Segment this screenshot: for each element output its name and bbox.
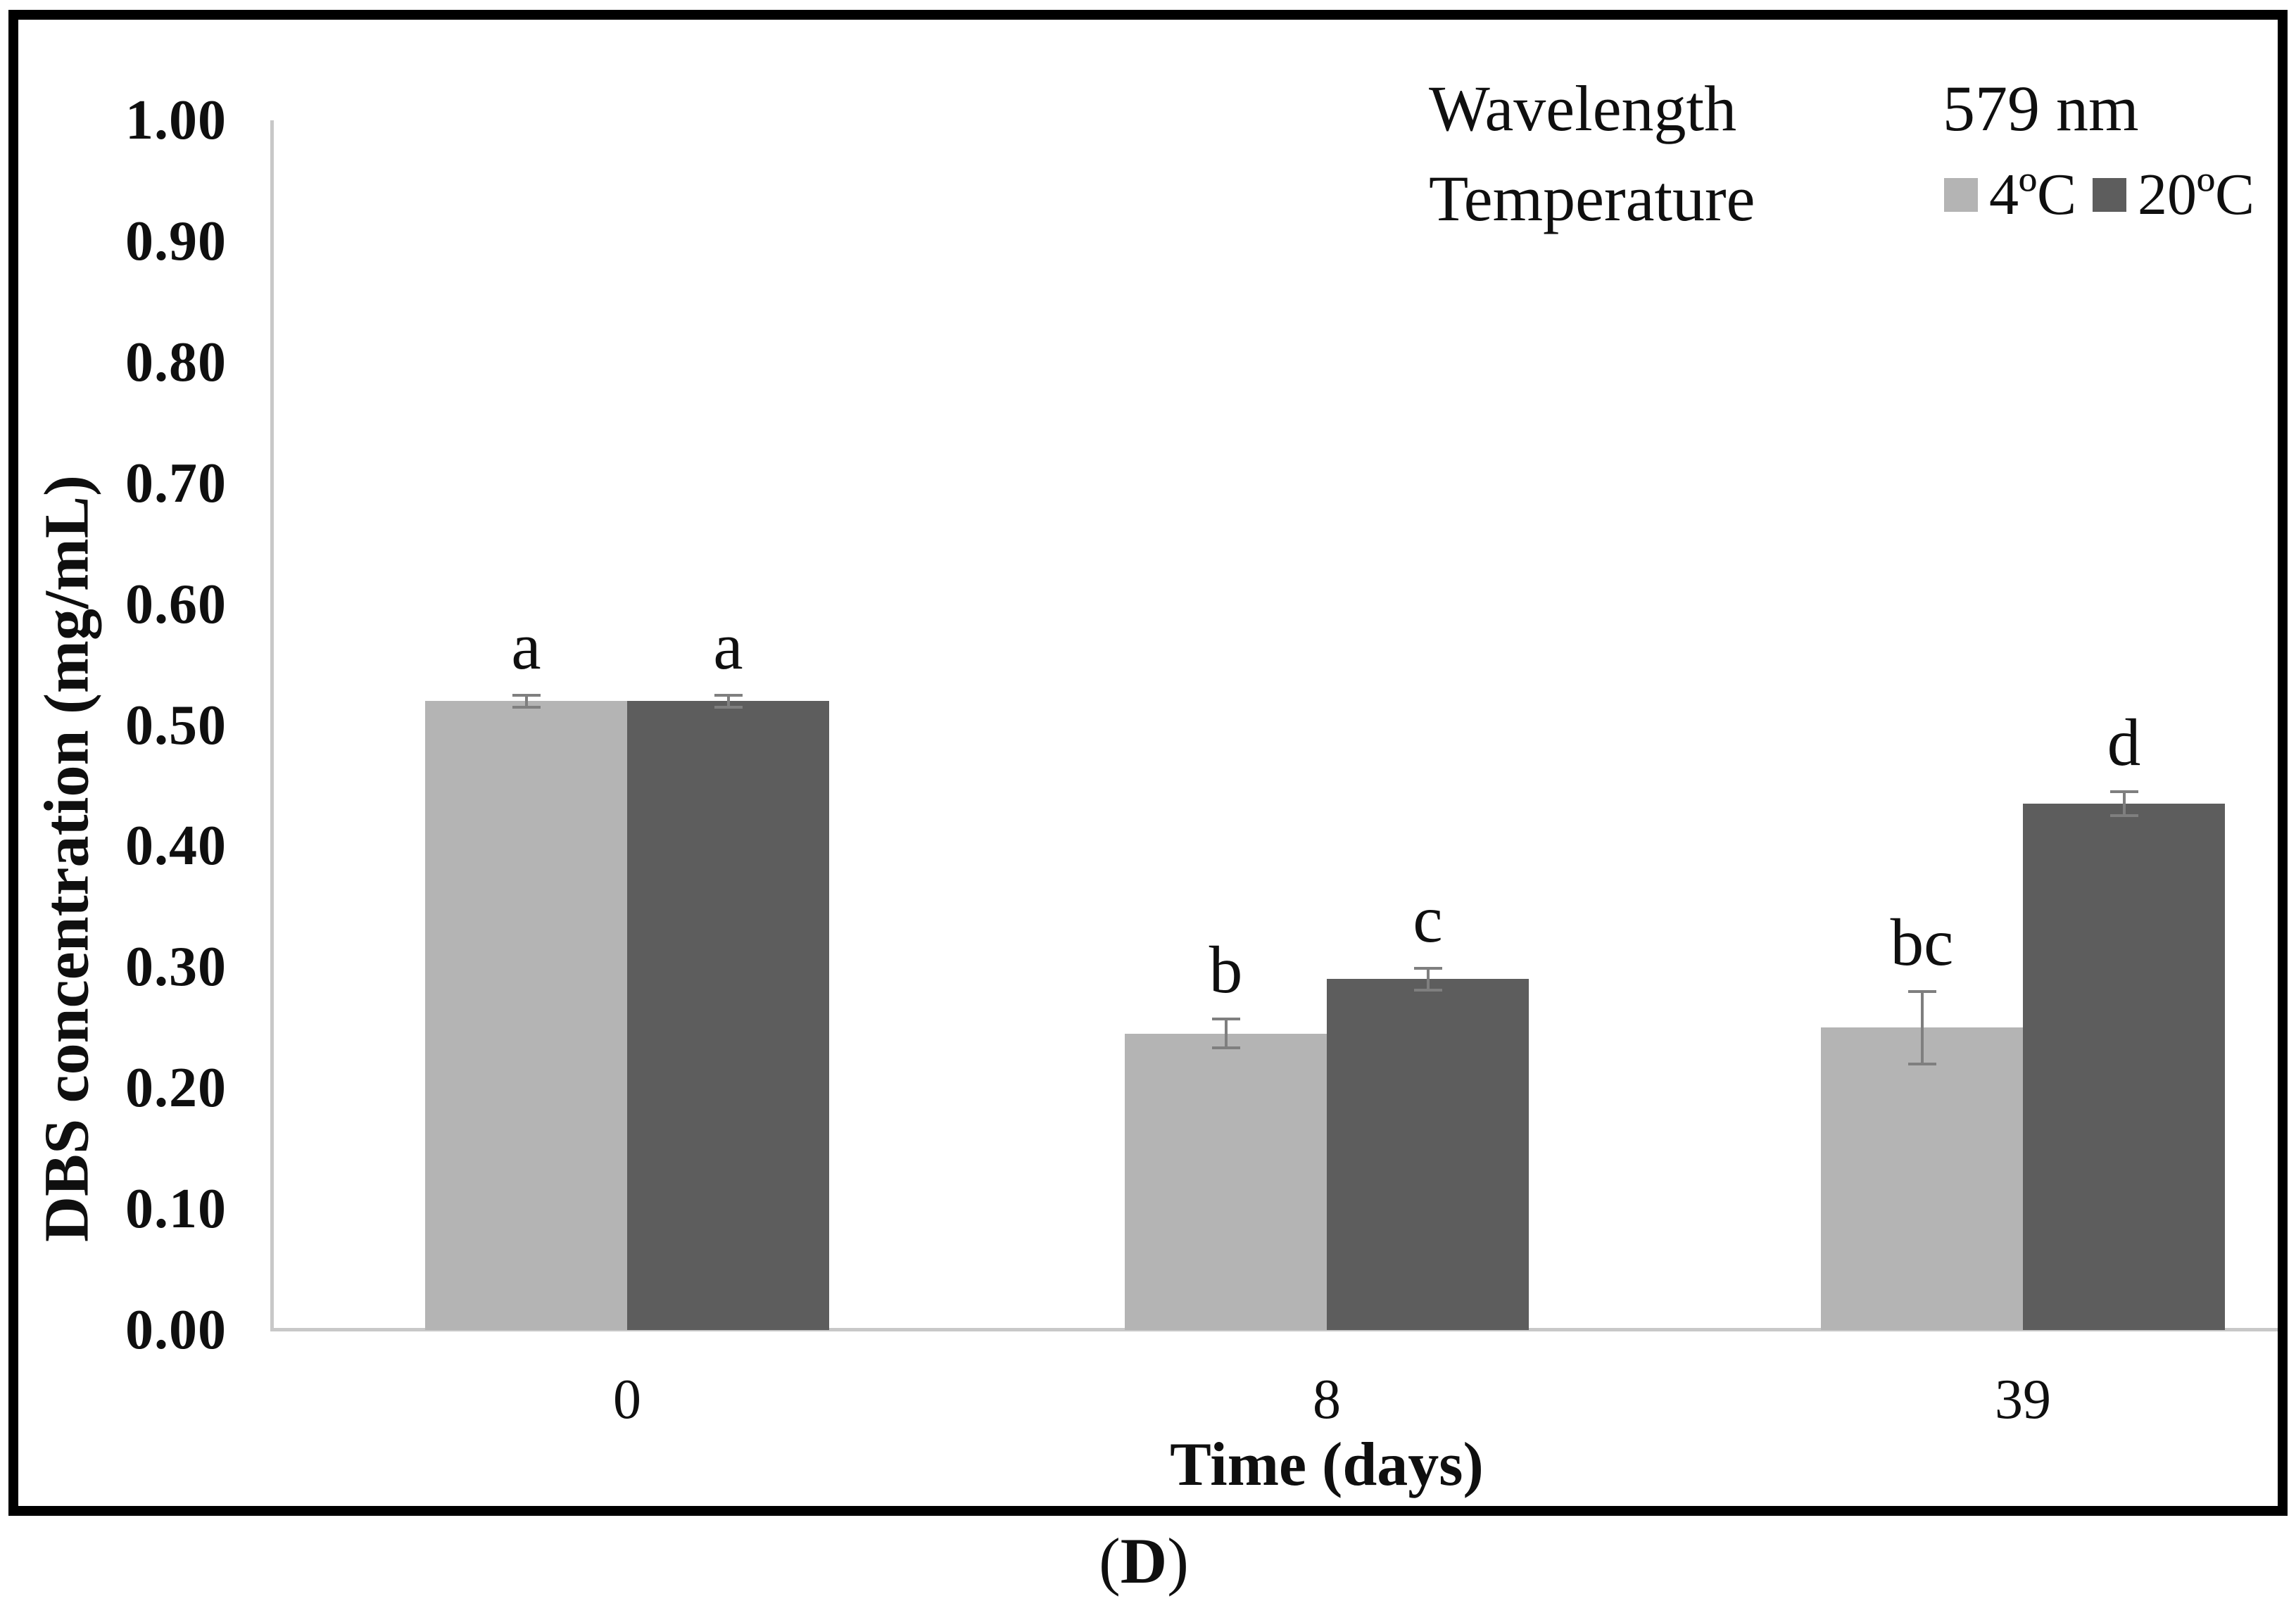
error-bar-20ºC-day0	[726, 695, 730, 707]
error-cap-high-20ºC-day39	[2109, 790, 2138, 794]
caption-letter: D	[1120, 1525, 1168, 1597]
error-bar-20ºC-day8	[1426, 968, 1430, 990]
y-tick-label-0.40: 0.40	[125, 815, 227, 878]
error-cap-high-4ºC-day0	[512, 693, 541, 697]
error-cap-low-4ºC-day39	[1907, 1062, 1936, 1065]
error-cap-low-4ºC-day0	[512, 705, 541, 709]
bar-20ºC-day0	[627, 701, 829, 1330]
x-tick-label-39: 39	[1995, 1369, 2051, 1431]
error-cap-low-20ºC-day39	[2109, 814, 2138, 818]
y-tick-label-0.30: 0.30	[125, 936, 227, 999]
error-cap-high-20ºC-day8	[1413, 967, 1442, 970]
legend-entry-20ºC: 20ºC	[2093, 163, 2254, 227]
y-tick-label-0.00: 0.00	[125, 1299, 227, 1361]
error-cap-high-4ºC-day8	[1211, 1018, 1240, 1021]
legend-row-wavelength-label: Wavelength	[1429, 72, 1737, 144]
y-axis-line	[270, 120, 274, 1331]
error-bar-4ºC-day8	[1224, 1019, 1228, 1049]
y-tick-label-1.00: 1.00	[125, 89, 227, 151]
panel-caption: (D)	[1038, 1526, 1249, 1596]
y-tick-label-0.70: 0.70	[125, 452, 227, 514]
error-cap-low-20ºC-day0	[714, 705, 743, 709]
error-cap-low-4ºC-day8	[1211, 1046, 1240, 1050]
legend-swatch-4ºC	[1944, 178, 1978, 212]
legend-row-temperature-label: Temperature	[1429, 163, 1755, 234]
bar-20ºC-day39	[2023, 804, 2225, 1330]
error-bar-4ºC-day0	[524, 695, 528, 707]
bar-20ºC-day8	[1327, 979, 1529, 1330]
sig-label-a-20ºC-day0: a	[713, 608, 743, 683]
bar-4ºC-day8	[1125, 1033, 1327, 1330]
error-cap-high-20ºC-day0	[714, 693, 743, 697]
error-bar-20ºC-day39	[2122, 792, 2126, 816]
caption-close-paren: )	[1167, 1525, 1189, 1597]
y-tick-label-0.60: 0.60	[125, 573, 227, 635]
legend-entry-label: 20ºC	[2138, 162, 2255, 227]
sig-label-d-20ºC-day39: d	[2107, 705, 2141, 780]
error-bar-4ºC-day39	[1920, 991, 1924, 1064]
x-tick-label-8: 8	[1313, 1369, 1341, 1431]
x-axis-title: Time (days)	[1170, 1431, 1484, 1499]
sig-label-b-4ºC-day8: b	[1209, 932, 1243, 1008]
y-tick-label-0.80: 0.80	[125, 331, 227, 393]
sig-label-bc-4ºC-day39: bc	[1890, 904, 1954, 980]
y-tick-label-0.90: 0.90	[125, 210, 227, 272]
bar-4ºC-day39	[1821, 1027, 2023, 1330]
error-cap-high-4ºC-day39	[1907, 989, 1936, 993]
legend-entry-4ºC: 4ºC	[1944, 163, 2076, 227]
legend-swatch-20ºC	[2093, 178, 2126, 212]
sig-label-c-20ºC-day8: c	[1413, 882, 1443, 957]
error-cap-low-20ºC-day8	[1413, 988, 1442, 992]
legend-row-wavelength-value: 579 nm	[1943, 72, 2139, 144]
y-tick-label-0.20: 0.20	[125, 1057, 227, 1120]
y-tick-label-0.10: 0.10	[125, 1178, 227, 1241]
sig-label-a-4ºC-day0: a	[511, 608, 541, 683]
bar-4ºC-day0	[425, 701, 627, 1330]
legend-entry-label: 4ºC	[1989, 162, 2077, 227]
y-tick-label-0.50: 0.50	[125, 694, 227, 756]
caption-open-paren: (	[1099, 1525, 1121, 1597]
x-tick-label-0: 0	[613, 1369, 641, 1431]
